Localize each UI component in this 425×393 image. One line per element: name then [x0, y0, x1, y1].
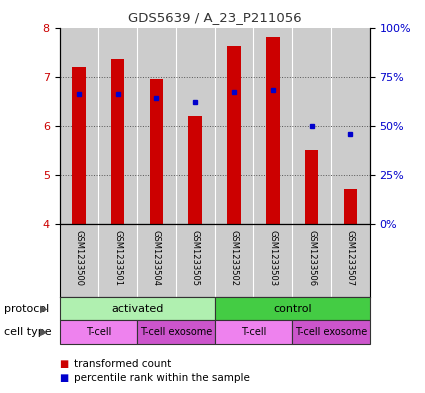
Text: cell type: cell type [4, 327, 52, 337]
Bar [227, 46, 241, 224]
Text: T-cell exosome: T-cell exosome [140, 327, 212, 337]
Text: ▶: ▶ [40, 303, 48, 314]
Text: activated: activated [111, 303, 163, 314]
Bar [150, 79, 163, 224]
Bar [343, 189, 357, 224]
Text: T-cell exosome: T-cell exosome [295, 327, 367, 337]
Text: ■: ■ [60, 373, 69, 383]
Text: protocol: protocol [4, 303, 49, 314]
Text: GSM1233505: GSM1233505 [191, 230, 200, 286]
Text: GSM1233506: GSM1233506 [307, 230, 316, 286]
Bar [266, 37, 280, 224]
Bar [60, 320, 137, 344]
Text: control: control [273, 303, 312, 314]
Text: GSM1233507: GSM1233507 [346, 230, 355, 286]
Bar [292, 320, 370, 344]
Bar [60, 297, 215, 320]
Text: GSM1233503: GSM1233503 [268, 230, 277, 286]
Text: ▶: ▶ [40, 327, 48, 337]
Bar [188, 116, 202, 224]
Bar [215, 297, 370, 320]
Text: ■: ■ [60, 358, 69, 369]
Text: GSM1233501: GSM1233501 [113, 230, 122, 286]
Bar [305, 150, 318, 224]
Title: GDS5639 / A_23_P211056: GDS5639 / A_23_P211056 [128, 11, 301, 24]
Text: T-cell: T-cell [85, 327, 111, 337]
Bar [215, 320, 292, 344]
Bar [111, 59, 125, 224]
Bar [72, 67, 86, 224]
Text: percentile rank within the sample: percentile rank within the sample [74, 373, 250, 383]
Text: transformed count: transformed count [74, 358, 172, 369]
Text: GSM1233500: GSM1233500 [74, 230, 83, 286]
Text: T-cell: T-cell [241, 327, 266, 337]
Text: GSM1233504: GSM1233504 [152, 230, 161, 286]
Text: GSM1233502: GSM1233502 [230, 230, 238, 286]
Bar [137, 320, 215, 344]
